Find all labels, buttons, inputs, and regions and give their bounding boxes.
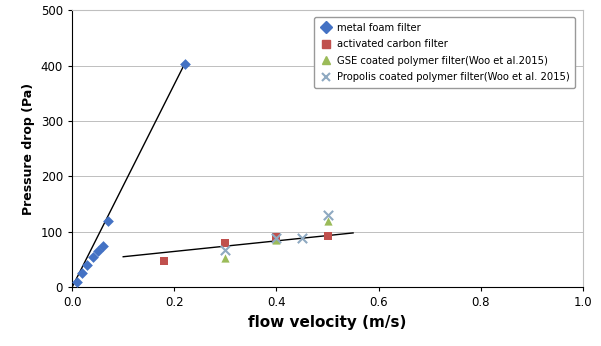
Point xyxy=(82,262,93,268)
Point xyxy=(221,255,230,261)
Point xyxy=(297,236,307,241)
Point xyxy=(221,247,230,252)
Point xyxy=(98,243,108,248)
Point xyxy=(221,240,230,246)
Point xyxy=(103,218,113,224)
Point xyxy=(323,234,332,239)
Point xyxy=(159,258,169,263)
Point xyxy=(272,236,281,241)
Point xyxy=(180,61,189,67)
Point xyxy=(323,212,332,218)
Point xyxy=(272,237,281,243)
Point xyxy=(272,235,281,240)
X-axis label: flow velocity (m/s): flow velocity (m/s) xyxy=(248,315,407,330)
Point xyxy=(78,271,87,276)
Point xyxy=(88,254,97,260)
Y-axis label: Pressure drop (Pa): Pressure drop (Pa) xyxy=(22,83,35,215)
Point xyxy=(72,279,82,284)
Point xyxy=(93,248,102,254)
Legend: metal foam filter, activated carbon filter, GSE coated polymer filter(Woo et al.: metal foam filter, activated carbon filt… xyxy=(314,17,575,88)
Point xyxy=(323,218,332,224)
